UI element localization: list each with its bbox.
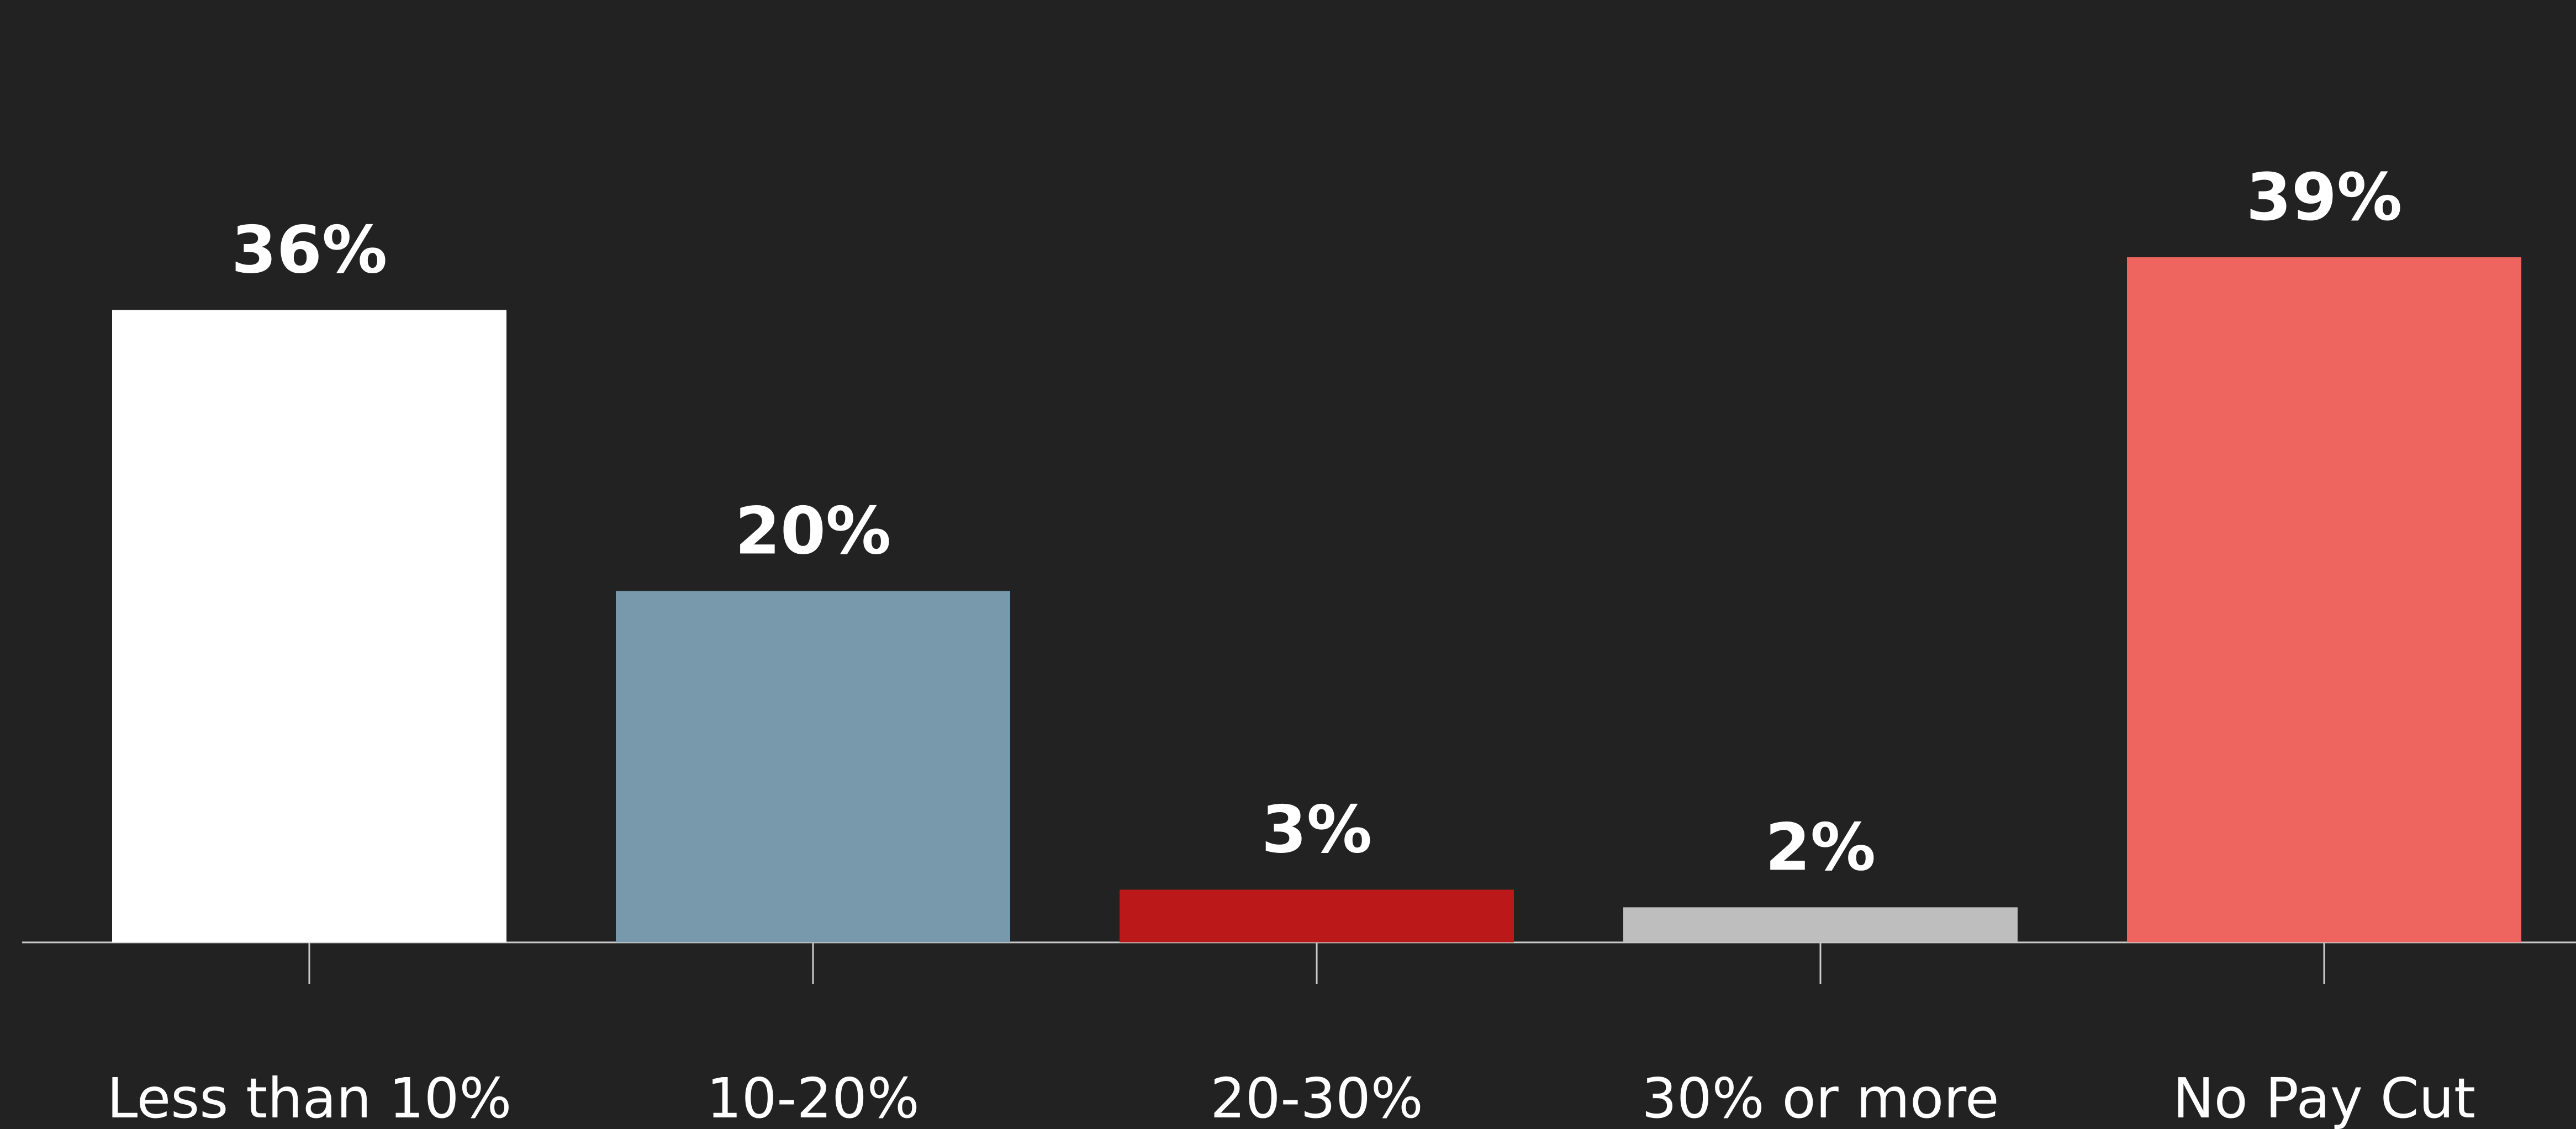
bar-value-label: 20% [735,493,891,569]
bar [1623,907,2018,942]
bar-value-label: 36% [231,212,387,288]
bar [1120,889,1514,942]
bar-value-label: 3% [1261,792,1372,868]
x-tick-label: No Pay Cut [2173,1066,2475,1129]
bars [112,257,2521,942]
x-tick-label: 30% or more [1641,1066,1999,1129]
x-tick-label: Less than 10% [107,1066,512,1129]
bar-value-label: 39% [2246,159,2402,235]
value-labels: 36% 20% 3% 2% 39% [231,159,2402,885]
bar [2127,257,2521,942]
bar [616,591,1010,942]
bar-value-label: 2% [1765,809,1876,885]
x-axis-ticks [308,942,2325,984]
x-tick-label: 20-30% [1210,1066,1423,1129]
bar [112,310,506,942]
x-tick-label: 10-20% [706,1066,920,1129]
category-labels: Less than 10% 10-20% 20-30% 30% or more No P… [107,1066,2476,1129]
